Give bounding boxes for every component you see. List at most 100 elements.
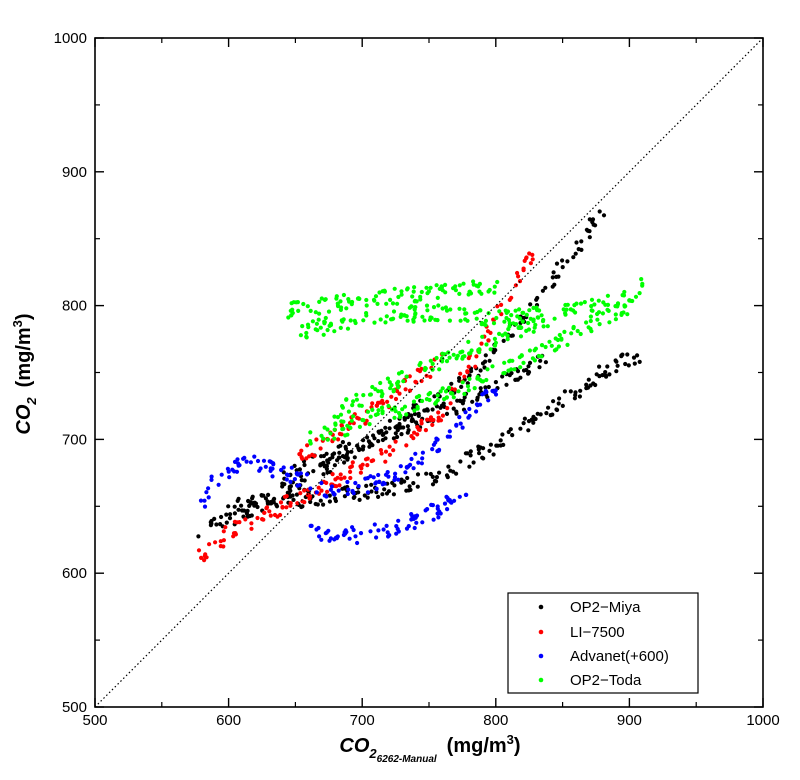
data-point-op2-miya bbox=[560, 258, 565, 263]
data-point-op2-toda bbox=[346, 409, 351, 414]
data-point-op2-toda bbox=[399, 370, 404, 375]
data-point-op2-miya bbox=[574, 240, 579, 245]
data-point-op2-toda bbox=[505, 333, 510, 338]
data-point-op2-miya bbox=[584, 382, 589, 387]
data-point-op2-miya bbox=[391, 436, 396, 441]
data-point-li-7500 bbox=[425, 417, 430, 422]
data-point-op2-miya bbox=[526, 364, 531, 369]
data-point-op2-toda bbox=[461, 281, 466, 286]
data-point-op2-toda bbox=[321, 436, 326, 441]
data-point-op2-miya bbox=[406, 428, 411, 433]
data-point-li-7500 bbox=[513, 283, 519, 288]
data-point-li-7500 bbox=[314, 437, 319, 442]
legend: OP2−Miya LI−7500 Advanet(+600) OP2−Toda bbox=[507, 592, 699, 694]
data-point-op2-miya bbox=[526, 419, 532, 424]
data-point-op2-toda bbox=[621, 293, 627, 298]
data-point-op2-toda bbox=[384, 301, 389, 306]
data-point-op2-miya bbox=[521, 421, 526, 426]
data-point-op2-miya bbox=[468, 449, 473, 454]
data-point-op2-miya bbox=[369, 482, 374, 487]
data-point-op2-toda bbox=[621, 310, 626, 315]
data-point-op2-miya bbox=[578, 388, 583, 393]
data-point-li-7500 bbox=[521, 266, 526, 271]
data-point-op2-toda bbox=[457, 306, 462, 311]
data-point-op2-toda bbox=[325, 327, 330, 333]
data-point-op2-toda bbox=[418, 360, 423, 366]
data-point-op2-toda bbox=[397, 411, 402, 416]
data-point-advanet-600 bbox=[206, 495, 211, 500]
data-point-op2-miya bbox=[393, 431, 398, 436]
data-point-advanet-600 bbox=[288, 479, 293, 484]
data-point-op2-toda bbox=[537, 308, 542, 313]
data-point-li-7500 bbox=[466, 364, 471, 369]
data-point-op2-miya bbox=[236, 507, 241, 512]
data-point-op2-toda bbox=[357, 424, 362, 429]
data-point-li-7500 bbox=[336, 437, 341, 442]
data-point-op2-miya bbox=[224, 512, 229, 517]
data-point-op2-toda bbox=[507, 359, 512, 364]
data-point-op2-miya bbox=[587, 217, 592, 222]
data-point-op2-miya bbox=[510, 333, 515, 338]
data-point-op2-miya bbox=[459, 384, 464, 389]
data-point-op2-toda bbox=[589, 329, 594, 334]
data-point-op2-miya bbox=[196, 534, 201, 539]
data-point-li-7500 bbox=[350, 460, 355, 465]
data-point-advanet-600 bbox=[252, 454, 257, 459]
data-point-advanet-600 bbox=[419, 461, 424, 466]
data-point-op2-toda bbox=[448, 307, 453, 312]
y-axis-title-base: CO bbox=[13, 404, 35, 434]
data-point-op2-miya bbox=[252, 503, 257, 508]
data-point-op2-miya bbox=[478, 368, 483, 373]
data-point-op2-toda bbox=[485, 367, 490, 372]
data-point-op2-toda bbox=[340, 404, 345, 409]
data-point-op2-toda bbox=[379, 394, 384, 399]
data-point-op2-miya bbox=[376, 494, 381, 499]
data-point-li-7500 bbox=[196, 548, 202, 553]
data-point-advanet-600 bbox=[474, 409, 479, 414]
data-point-op2-toda bbox=[494, 315, 499, 321]
data-point-op2-toda bbox=[556, 344, 562, 349]
data-point-op2-toda bbox=[396, 385, 401, 390]
data-point-op2-toda bbox=[424, 285, 429, 290]
data-point-advanet-600 bbox=[342, 530, 347, 535]
x-tick-label: 500 bbox=[82, 712, 107, 729]
data-point-op2-miya bbox=[483, 385, 488, 390]
data-point-op2-toda bbox=[451, 352, 456, 357]
data-point-op2-miya bbox=[556, 274, 561, 279]
data-point-advanet-600 bbox=[279, 467, 284, 473]
data-point-op2-toda bbox=[509, 313, 514, 318]
data-point-advanet-600 bbox=[436, 448, 441, 453]
x-tick-label: 600 bbox=[216, 712, 241, 729]
data-point-op2-miya bbox=[540, 288, 546, 293]
data-point-li-7500 bbox=[397, 391, 402, 396]
legend-label-li-7500: LI−7500 bbox=[570, 624, 625, 641]
data-point-op2-miya bbox=[562, 389, 568, 394]
data-point-op2-toda bbox=[345, 326, 351, 331]
data-point-op2-miya bbox=[376, 439, 381, 444]
data-point-op2-toda bbox=[402, 404, 408, 409]
data-point-op2-toda bbox=[497, 331, 502, 336]
data-point-advanet-600 bbox=[458, 421, 463, 426]
data-point-op2-toda bbox=[639, 277, 644, 282]
data-point-op2-miya bbox=[226, 504, 231, 509]
data-point-advanet-600 bbox=[322, 493, 327, 498]
data-point-advanet-600 bbox=[386, 534, 391, 539]
data-point-li-7500 bbox=[431, 417, 436, 423]
data-point-op2-miya bbox=[266, 492, 271, 497]
data-point-op2-miya bbox=[506, 429, 511, 435]
data-point-li-7500 bbox=[199, 555, 204, 561]
data-point-advanet-600 bbox=[454, 422, 459, 427]
data-point-op2-toda bbox=[588, 318, 593, 324]
data-point-op2-toda bbox=[446, 385, 452, 390]
data-point-op2-toda bbox=[328, 431, 333, 436]
data-point-li-7500 bbox=[333, 477, 338, 482]
data-point-advanet-600 bbox=[381, 480, 386, 485]
data-point-op2-miya bbox=[352, 494, 357, 500]
data-point-op2-toda bbox=[390, 317, 395, 322]
data-point-op2-toda bbox=[613, 317, 619, 322]
data-point-op2-toda bbox=[539, 343, 545, 348]
data-point-op2-miya bbox=[380, 437, 385, 443]
data-point-op2-toda bbox=[388, 297, 393, 302]
data-point-op2-miya bbox=[430, 474, 435, 479]
data-point-advanet-600 bbox=[445, 507, 450, 512]
